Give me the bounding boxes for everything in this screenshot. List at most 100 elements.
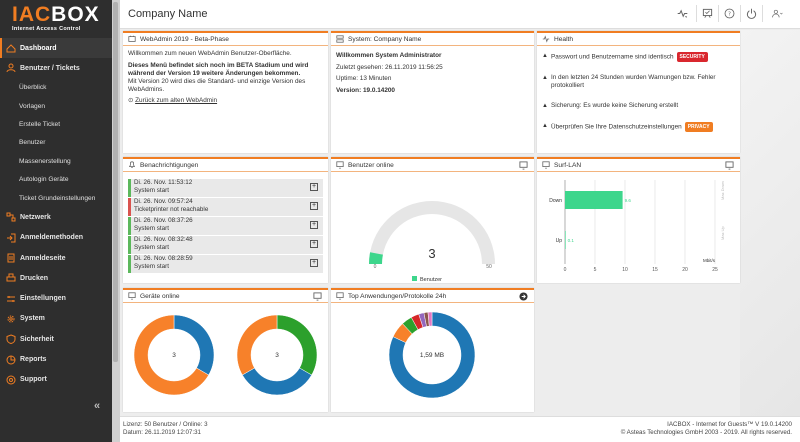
expand-notification-button[interactable]: + [310,240,318,248]
sidebar-item-label: Überblick [19,84,47,92]
x-tick-label: 0 [564,267,567,273]
back-to-old-webadmin-link[interactable]: ⊙ Zurück zum alten WebAdmin [128,97,323,105]
expand-notification-button[interactable]: + [310,259,318,267]
sidebar-item-reports[interactable]: Reports [0,349,112,369]
expand-notification-button[interactable]: + [310,221,318,229]
panel-title: Surf-LAN [554,161,582,169]
sidebar-item-drucken[interactable]: Drucken [0,268,112,288]
power-icon[interactable] [740,5,762,22]
notification-date: Di. 26. Nov. 08:28:59 [134,255,193,262]
sidebar-subitem-benutzer[interactable]: Benutzer [0,134,112,152]
gauge-track [369,201,495,264]
panel-title: Benachrichtigungen [140,161,199,169]
webadmin-panel: WebAdmin 2019 - Beta-Phase Willkommen zu… [123,31,328,153]
expand-icon[interactable] [313,292,322,303]
gauge-min: 0 [374,264,377,270]
sidebar-item-support[interactable]: Support [0,370,112,390]
scrollbar-thumb[interactable] [113,2,118,362]
sidebar-item-label: Reports [20,356,47,364]
health-item: ▲ Passwort und Benutzername sind identisc… [542,52,735,62]
panel-title: WebAdmin 2019 - Beta-Phase [140,35,229,43]
legend-label: Benutzer [420,277,442,282]
sidebar-subitem-ticket-grundeinstellungen[interactable]: Ticket Grundeinstellungen [0,189,112,207]
sidebar-item-label: Dashboard [20,44,57,52]
user-menu-icon[interactable] [762,5,792,22]
notification-item: Di. 26. Nov. 08:32:48 System start + [128,236,323,254]
system-version: Version: 19.0.14200 [336,86,395,94]
login-icon [5,232,16,243]
sidebar-subitem-erstelle-ticket[interactable]: Erstelle Ticket [0,115,112,133]
panel-title: Benutzer online [348,161,394,169]
sidebar: IACBOX Internet Access Control Dashboard… [0,0,112,442]
sidebar-item-label: Anmeldeseite [20,254,66,262]
sidebar-item-label: Massenerstellung [19,157,71,165]
sidebar-item-anmeldemethoden[interactable]: Anmeldemethoden [0,228,112,248]
health-item-text: Passwort und Benutzername sind identisch [550,53,674,61]
x-tick-label: 20 [682,267,688,273]
help-icon[interactable]: ? [718,5,740,22]
arrow-right-icon[interactable] [519,292,528,303]
side-label: Max Down [720,181,725,200]
printer-icon [5,273,16,284]
home-icon [5,43,16,54]
sidebar-item-label: Benutzer [19,139,46,147]
expand-icon[interactable] [519,161,528,172]
health-icon[interactable] [668,5,696,22]
expand-notification-button[interactable]: + [310,202,318,210]
server-icon [336,35,344,43]
notification-message: Ticketprinter not reachable [134,205,209,213]
sidebar-item-label: Sicherheit [20,335,54,343]
sidebar-item-system[interactable]: System [0,309,112,329]
system-uptime: Uptime: 13 Minuten [336,75,392,82]
warning-icon: ▲ [542,53,548,59]
bar-down [565,191,623,209]
health-item-text: In den letzten 24 Stunden wurden Warnung… [550,74,716,89]
system-last-seen: Zuletzt gesehen: 26.11.2019 11:56:25 [336,63,443,71]
sidebar-item-anmeldeseite[interactable]: Anmeldeseite [0,248,112,268]
sidebar-item-benutzer-tickets[interactable]: Benutzer / Tickets [0,58,112,78]
notification-message: System start [134,262,169,270]
collapse-sidebar-button[interactable]: « [94,400,101,412]
sidebar-subitem-überblick[interactable]: Überblick [0,79,112,97]
data-label: 0.1 [568,238,575,243]
devices-chart-2-slice [276,314,318,376]
footer: Lizenz: 50 Benutzer / Online: 3 Datum: 26… [120,416,800,442]
sidebar-item-sicherheit[interactable]: Sicherheit [0,329,112,349]
sidebar-subitem-vorlagen[interactable]: Vorlagen [0,97,112,115]
gear-icon [5,313,16,324]
notification-icon[interactable] [696,5,718,22]
notification-message: System start [134,243,169,251]
logo-text-b: BOX [51,3,100,26]
panel-title: System: Company Name [348,35,422,43]
x-tick-label: 15 [652,267,658,273]
warning-icon: ▲ [542,75,548,81]
sidebar-item-netzwerk[interactable]: Netzwerk [0,207,112,227]
sidebar-item-label: Support [20,376,47,384]
expand-notification-button[interactable]: + [310,183,318,191]
sidebar-subitem-autologin-geräte[interactable]: Autologin Geräte [0,171,112,189]
logo-text-a: IAC [12,3,52,26]
top-apps-center: 1,59 MB [420,352,444,359]
sidebar-item-label: Ticket Grundeinstellungen [19,194,96,202]
expand-icon[interactable] [725,161,734,172]
gauge-value: 3 [428,246,435,261]
sidebar-item-dashboard[interactable]: Dashboard [0,38,112,59]
sidebar-item-label: Einstellungen [20,295,66,303]
sidebar-item-label: Drucken [20,274,49,282]
notification-date: Di. 26. Nov. 09:57:24 [134,198,193,205]
sidebar-item-einstellungen[interactable]: Einstellungen [0,289,112,309]
notification-message: System start [134,186,169,194]
notifications-panel: Benachrichtigungen Di. 26. Nov. 11:53:12… [123,157,328,283]
x-tick-label: 10 [622,267,628,273]
info-icon [128,35,136,43]
top-apps-chart: 1,59 MB [388,311,476,399]
bell-icon [128,161,136,169]
footer-copyright: © Asteas Technologies GmbH 2003 - 2019. … [620,429,792,436]
unit-label: Mbit/s [703,258,716,263]
devices-chart-2-slice [242,367,312,396]
sidebar-subitem-massenerstellung[interactable]: Massenerstellung [0,152,112,170]
notification-item: Di. 26. Nov. 08:37:26 System start + [128,217,323,235]
side-label: Max Up [720,225,725,240]
bar-up [565,231,566,249]
panel-title: Top Anwendungen/Protokolle 24h [348,292,447,300]
